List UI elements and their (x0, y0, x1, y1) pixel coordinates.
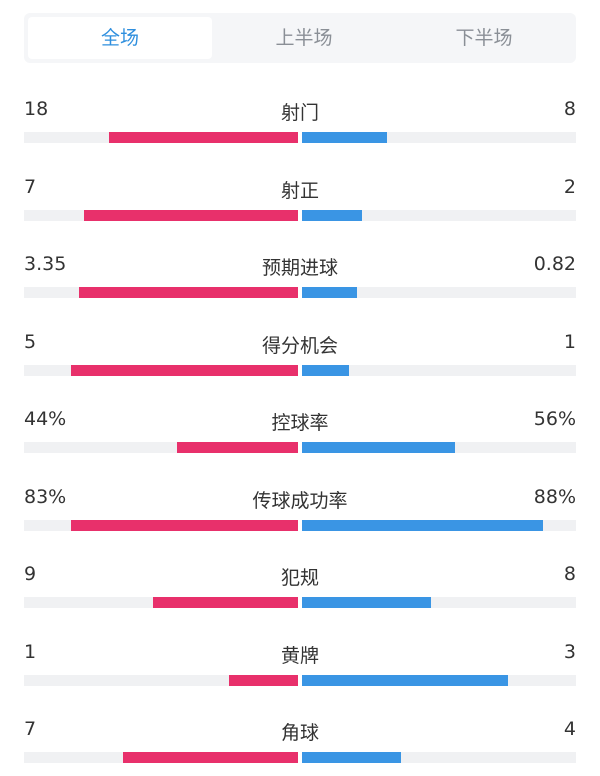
home-bar-track (24, 287, 298, 298)
home-bar (84, 209, 298, 221)
home-bar-track (24, 674, 298, 686)
home-value: 7 (24, 175, 37, 198)
home-value: 3.35 (24, 253, 67, 275)
home-value: 44% (24, 408, 67, 430)
away-value: 3 (563, 640, 576, 663)
stat-label: 射门 (280, 102, 319, 124)
home-bar (123, 752, 298, 763)
away-value: 0.82 (533, 253, 576, 275)
stat-row: 7 角球 4 (24, 716, 576, 776)
home-bar-track (24, 752, 298, 763)
stat-row: 1 黄牌 3 (24, 639, 576, 699)
away-bar-track (302, 519, 576, 531)
home-value: 7 (24, 718, 37, 740)
away-value: 1 (563, 330, 576, 353)
away-bar (302, 287, 357, 298)
away-bar-track (302, 209, 576, 221)
stat-row: 44% 控球率 56% (24, 406, 576, 466)
tab-full-match[interactable]: 全场 (28, 17, 212, 59)
away-bar (302, 674, 508, 686)
stat-label: 角球 (280, 722, 319, 744)
away-value: 88% (533, 485, 576, 508)
home-bar (229, 674, 298, 686)
away-value: 8 (563, 563, 576, 585)
home-bar (109, 132, 298, 143)
away-bar-track (302, 597, 576, 608)
away-bar-track (302, 287, 576, 298)
home-bar-track (24, 132, 298, 143)
stat-label: 得分机会 (261, 334, 338, 357)
away-bar-track (302, 364, 576, 376)
stat-label: 控球率 (271, 412, 329, 434)
stat-label: 预期进球 (261, 257, 338, 279)
home-value: 5 (24, 330, 37, 353)
home-bar-track (24, 364, 298, 376)
away-bar (302, 132, 387, 143)
home-bar (71, 519, 298, 531)
stat-row: 3.35 预期进球 0.82 (24, 251, 576, 311)
away-value: 2 (563, 175, 576, 198)
away-bar-track (302, 674, 576, 686)
stat-label: 射正 (280, 179, 319, 202)
home-bar (177, 442, 298, 453)
period-tabs: 全场 上半场 下半场 (24, 13, 576, 63)
away-bar (302, 209, 362, 221)
home-value: 1 (24, 640, 37, 663)
home-bar-track (24, 519, 298, 531)
away-bar (302, 442, 455, 453)
away-bar-track (302, 752, 576, 763)
away-value: 4 (563, 718, 576, 740)
home-bar-track (24, 597, 298, 608)
home-bar (79, 287, 298, 298)
stat-row: 18 射门 8 (24, 96, 576, 156)
home-bar (71, 364, 298, 376)
away-value: 8 (563, 98, 576, 120)
away-bar (302, 364, 349, 376)
home-bar-track (24, 442, 298, 453)
stat-row: 9 犯规 8 (24, 561, 576, 621)
home-value: 83% (24, 485, 67, 508)
away-value: 56% (533, 408, 576, 430)
stat-label: 犯规 (280, 567, 319, 589)
away-bar (302, 752, 401, 763)
tab-second-half[interactable]: 下半场 (455, 27, 513, 49)
stat-label: 传球成功率 (252, 489, 348, 512)
home-value: 9 (24, 563, 37, 585)
away-bar-track (302, 442, 576, 453)
away-bar-track (302, 132, 576, 143)
stat-label: 黄牌 (280, 644, 319, 667)
home-bar (153, 597, 298, 608)
away-bar (302, 597, 431, 608)
tab-first-half[interactable]: 上半场 (275, 27, 333, 49)
home-value: 18 (24, 98, 49, 120)
stat-row: 5 得分机会 1 (24, 329, 576, 389)
home-bar-track (24, 209, 298, 221)
stat-row: 83% 传球成功率 88% (24, 484, 576, 544)
away-bar (302, 519, 543, 531)
stat-row: 7 射正 2 (24, 174, 576, 234)
